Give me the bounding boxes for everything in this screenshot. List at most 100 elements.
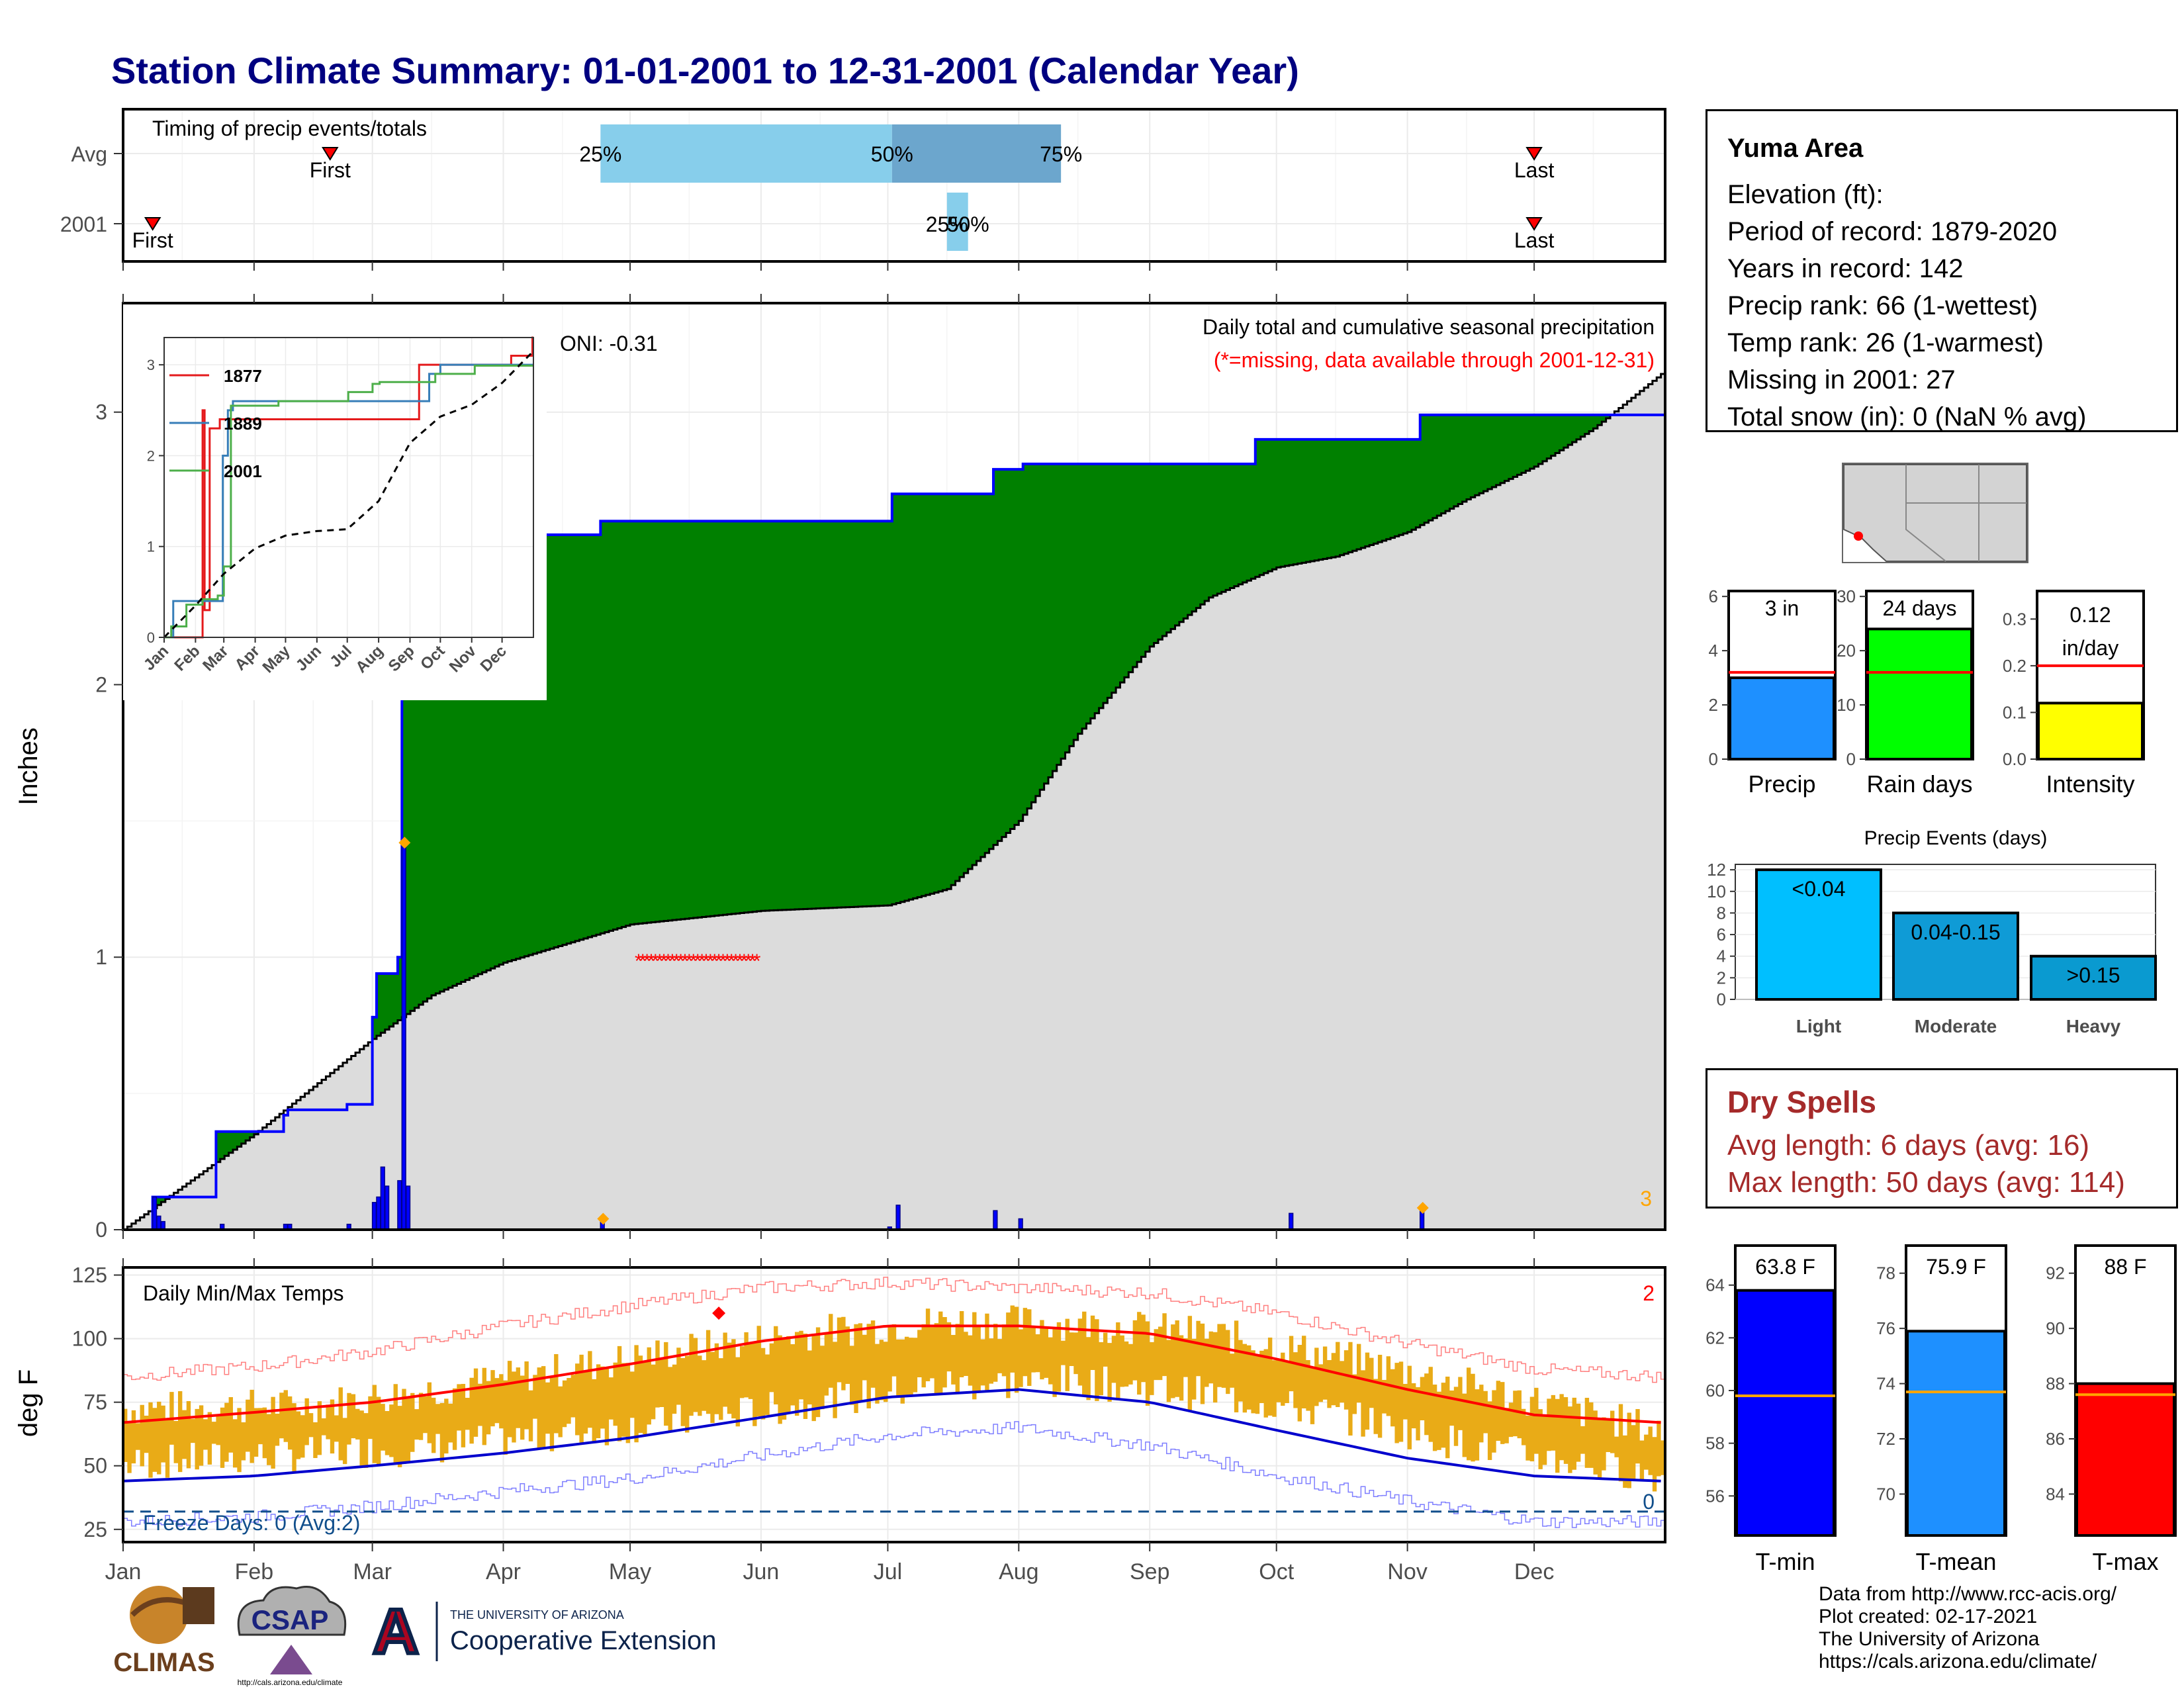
station-temp-rank: Temp rank: 26 (1-warmest) bbox=[1727, 328, 2044, 357]
events-y-tick-label: 8 bbox=[1717, 903, 1726, 923]
events-y-tick-label: 6 bbox=[1717, 925, 1726, 944]
temp-y-tick-label: 100 bbox=[72, 1327, 107, 1351]
missing-day-marker: * bbox=[715, 950, 723, 972]
daily-precip-bar bbox=[405, 1185, 411, 1230]
missing-day-marker: * bbox=[732, 950, 740, 972]
oni-label: ONI: -0.31 bbox=[560, 332, 658, 355]
logos: CLIMAS CSAP http://cals.arizona.edu/climat… bbox=[113, 1586, 716, 1687]
temp-summary-category-label: T-min bbox=[1756, 1548, 1815, 1575]
station-location-marker bbox=[1854, 531, 1863, 541]
daily-precip-bar bbox=[380, 1166, 385, 1230]
inset-series-1877 bbox=[164, 336, 533, 639]
summary-bar bbox=[1866, 627, 1973, 761]
temp-summary-y-tick-label: 78 bbox=[1876, 1263, 1895, 1283]
temp-panel-title: Daily Min/Max Temps bbox=[143, 1281, 343, 1305]
record-precip-marker bbox=[597, 1212, 610, 1225]
events-bar-label: <0.04 bbox=[1792, 877, 1846, 901]
year-iqr-bar bbox=[946, 193, 968, 251]
month-label: Nov bbox=[1387, 1559, 1427, 1584]
missing-day-marker: * bbox=[719, 950, 727, 972]
missing-day-marker: * bbox=[664, 950, 672, 972]
year-last-marker bbox=[1525, 217, 1543, 231]
summary-y-tick-label: 30 bbox=[1837, 586, 1856, 606]
daily-precip-bar bbox=[1018, 1218, 1023, 1230]
precip-summary-bars: 0 2 4 6 Precip 0 10 20 30 Rain days 0.0 0.1 0.2 0.3 In… bbox=[1709, 586, 2145, 798]
avg-iqr-lower-bar bbox=[600, 124, 892, 183]
precip-record-count: 3 bbox=[1640, 1187, 1652, 1211]
avg-first-label: First bbox=[310, 158, 351, 182]
precip-frame bbox=[122, 302, 1666, 1231]
inset-y-tick-label: 1 bbox=[147, 539, 155, 555]
missing-day-marker: * bbox=[690, 950, 698, 972]
summary-bar bbox=[2037, 702, 2144, 761]
missing-day-marker: * bbox=[698, 950, 706, 972]
events-bar bbox=[1755, 868, 1882, 1001]
month-label: Oct bbox=[1259, 1559, 1294, 1584]
intensity-unit-label: in/day bbox=[2062, 636, 2118, 660]
climatology-area bbox=[123, 374, 1665, 1230]
avg-first-marker bbox=[322, 147, 339, 161]
missing-day-marker: * bbox=[702, 950, 710, 972]
month-label: Jun bbox=[743, 1559, 780, 1584]
avg-p25-label: 25% bbox=[579, 142, 621, 166]
inset-average-line bbox=[163, 351, 533, 639]
csap-logo-icon bbox=[270, 1645, 312, 1674]
events-category-label: Heavy bbox=[2066, 1016, 2121, 1036]
temp-summary-y-tick-label: 60 bbox=[1706, 1381, 1725, 1400]
missing-day-marker: * bbox=[681, 950, 689, 972]
missing-day-marker: * bbox=[723, 950, 731, 972]
precip-y-tick-label: 1 bbox=[95, 945, 107, 969]
dry-spells-avg: Avg length: 6 days (avg: 16) bbox=[1727, 1129, 2090, 1162]
csap-logo-icon bbox=[237, 1586, 347, 1636]
temp-y-tick-label: 50 bbox=[83, 1454, 107, 1478]
missing-day-marker: * bbox=[749, 950, 756, 972]
temp-summary-category-label: T-mean bbox=[1915, 1548, 1996, 1575]
missing-day-marker: * bbox=[727, 950, 735, 972]
climatology-line bbox=[123, 373, 1665, 1231]
temp-summary-y-tick-label: 72 bbox=[1876, 1429, 1895, 1449]
temp-y-tick-label: 25 bbox=[83, 1518, 107, 1541]
locator-map bbox=[1842, 463, 2028, 563]
summary-y-tick-label: 0 bbox=[1709, 749, 1718, 769]
month-label: Dec bbox=[1514, 1559, 1554, 1584]
temp-summary-y-tick-label: 64 bbox=[1706, 1275, 1725, 1295]
csap-logo-url: http://cals.arizona.edu/climate bbox=[238, 1678, 343, 1687]
missing-day-marker: * bbox=[753, 950, 761, 972]
temp-summary-y-tick-label: 74 bbox=[1876, 1374, 1895, 1394]
month-label: Mar bbox=[353, 1559, 392, 1584]
precip-y-tick-label: 0 bbox=[95, 1218, 107, 1242]
credits: Data from http://www.rcc-acis.org/ Plot … bbox=[1819, 1583, 2116, 1673]
ua-logo-line2: Cooperative Extension bbox=[450, 1626, 716, 1655]
missing-day-marker: * bbox=[686, 950, 694, 972]
temp-summary-bar bbox=[1906, 1330, 2006, 1537]
inset-y-tick-label: 2 bbox=[147, 447, 155, 464]
temp-record-count: 2 bbox=[1643, 1281, 1655, 1305]
summary-category-label: Rain days bbox=[1866, 770, 1972, 798]
station-missing: Missing in 2001: 27 bbox=[1727, 365, 1956, 394]
temp-summary-y-tick-label: 76 bbox=[1876, 1318, 1895, 1338]
summary-y-tick-label: 0.1 bbox=[2003, 702, 2026, 722]
year-last-label: Last bbox=[1514, 228, 1555, 252]
record-precip-marker bbox=[398, 837, 411, 849]
climas-logo-icon bbox=[130, 1586, 188, 1644]
avg-p50-label: 50% bbox=[871, 142, 913, 166]
missing-day-marker: * bbox=[643, 950, 651, 972]
month-label: Jan bbox=[105, 1559, 142, 1584]
summary-y-tick-label: 6 bbox=[1709, 586, 1718, 606]
daily-precip-bar bbox=[1289, 1212, 1294, 1230]
inset-y-tick-label: 0 bbox=[147, 629, 155, 646]
events-y-tick-label: 12 bbox=[1707, 860, 1726, 880]
month-label: Jul bbox=[874, 1559, 902, 1584]
avg-last-marker bbox=[1525, 147, 1543, 161]
events-y-tick-label: 0 bbox=[1717, 989, 1726, 1009]
dry-spells-box: Dry Spells Avg length: 6 days (avg: 16) … bbox=[1706, 1068, 2178, 1209]
temp-summary-value-label: 75.9 F bbox=[1926, 1255, 1986, 1279]
credit-line: https://cals.arizona.edu/climate/ bbox=[1819, 1651, 2097, 1672]
events-category-label: Light bbox=[1796, 1016, 1841, 1036]
missing-day-marker: * bbox=[639, 950, 647, 972]
temp-y-tick-label: 125 bbox=[72, 1263, 107, 1287]
row-label-year: 2001 bbox=[60, 212, 107, 236]
precip-y-tick-label: 3 bbox=[95, 400, 107, 424]
inset-frame bbox=[163, 337, 534, 638]
